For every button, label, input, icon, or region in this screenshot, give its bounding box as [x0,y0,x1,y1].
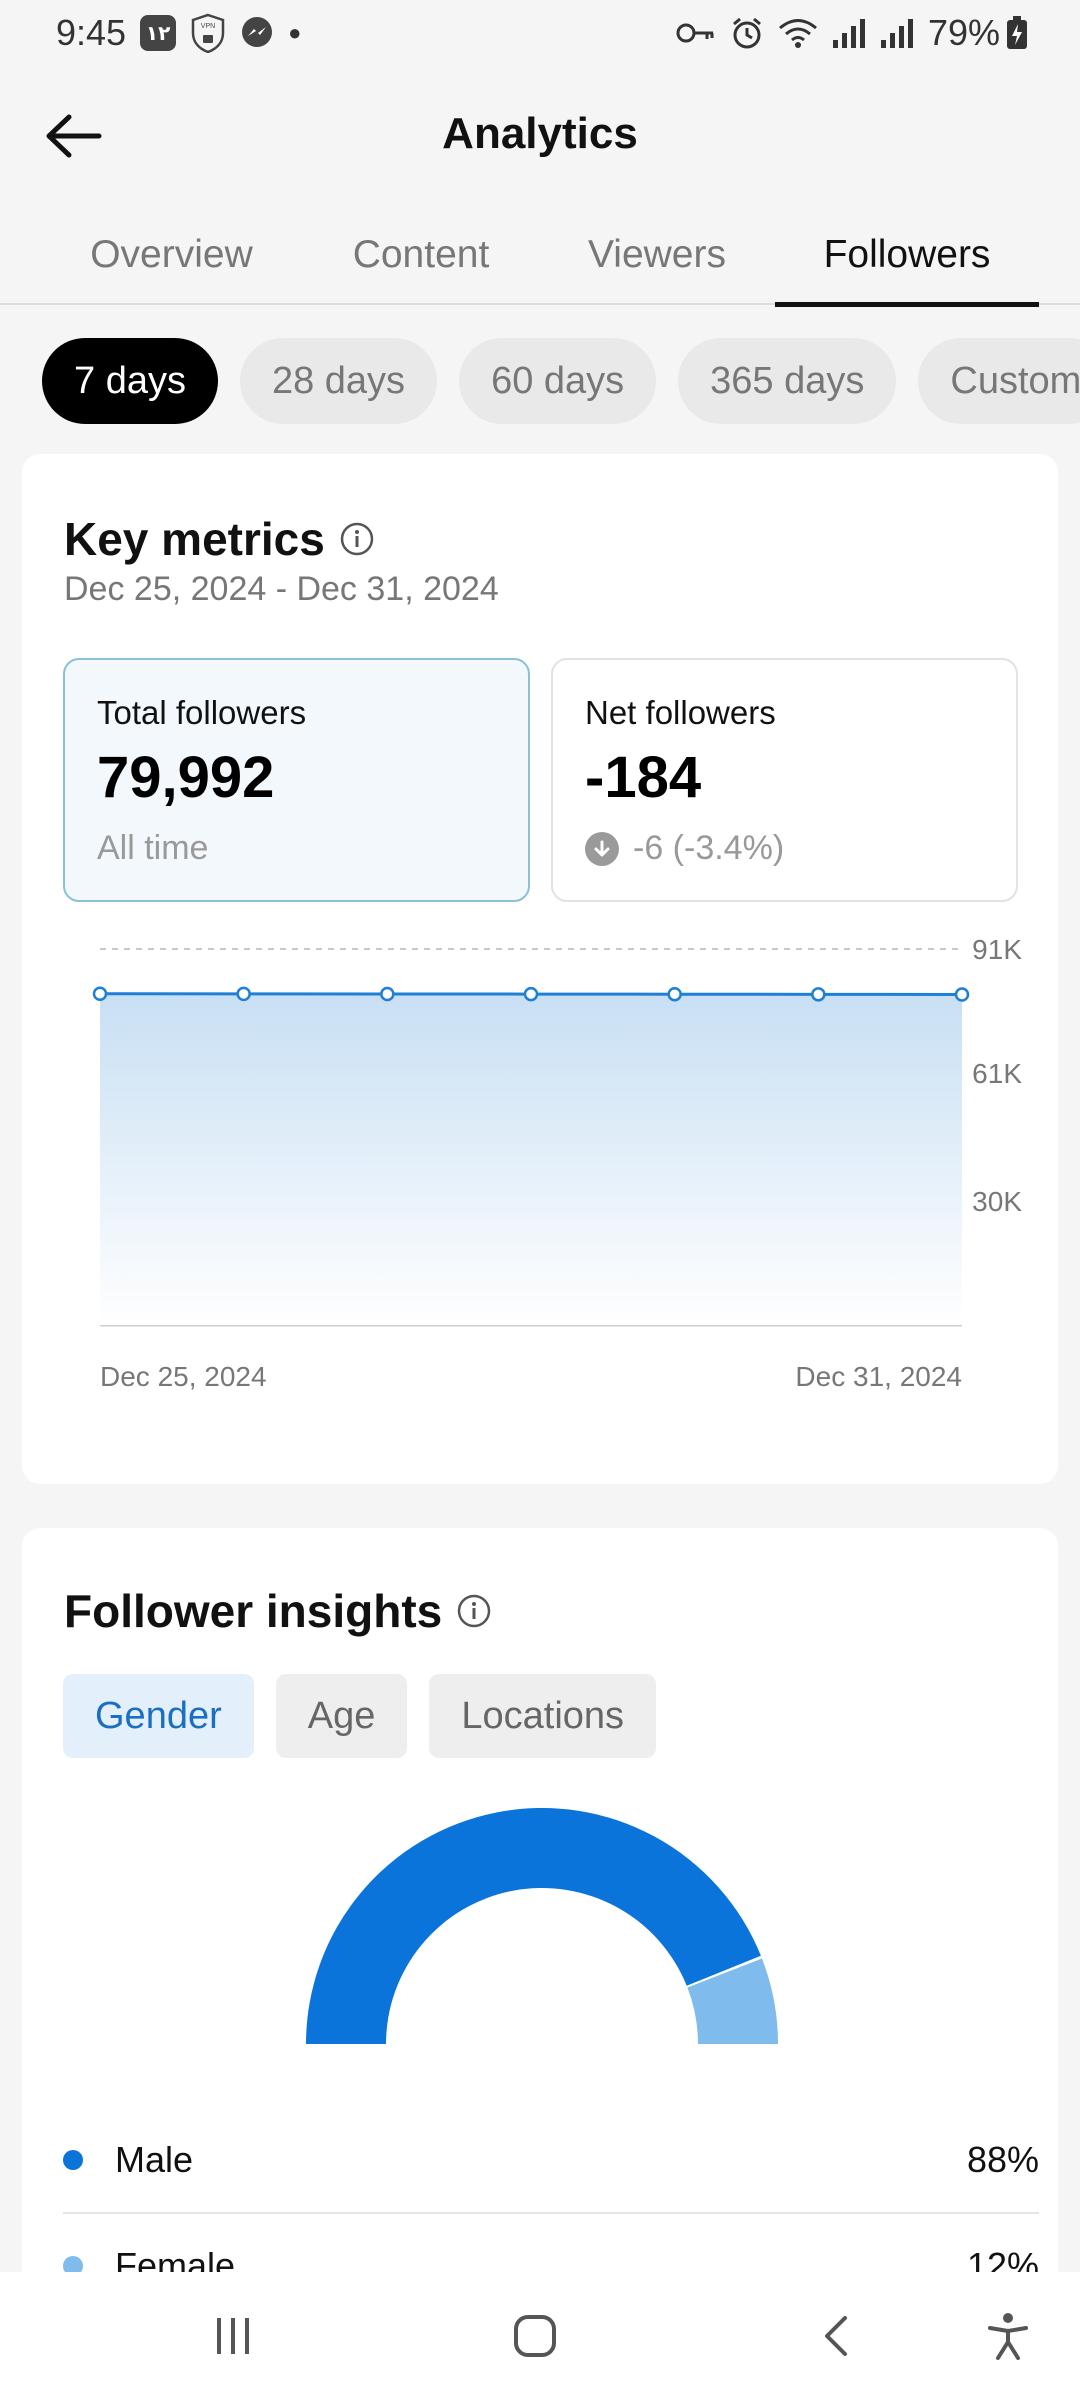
status-time: 9:45 [56,12,127,53]
legend-dot-male [63,2150,83,2170]
signal-icon-2 [880,19,913,48]
y-tick-label: 61K [972,1058,1022,1089]
more-notifications-dot: ● [288,20,302,45]
home-icon [514,2315,556,2357]
net-followers-change: -6 (-3.4%) [633,829,785,867]
legend-value-male: 88% [966,2139,1039,2180]
donut-slice-female[interactable] [687,1958,778,2044]
net-followers-change-row: -6 (-3.4%) [585,829,984,868]
accessibility-button[interactable] [978,2306,1038,2366]
arrow-down-circle-icon [585,831,619,866]
info-icon[interactable] [456,1593,492,1629]
data-point[interactable] [667,986,682,1002]
data-point[interactable] [380,986,395,1002]
legend-dot-female [63,2256,83,2276]
accessibility-icon [988,2313,1028,2360]
x-tick-label: Dec 25, 2024 [100,1361,267,1392]
tab-overview[interactable]: Overview [90,233,253,276]
data-point[interactable] [236,986,251,1002]
key-metrics-title: Key metrics [64,512,375,566]
tab-viewers[interactable]: Viewers [587,233,726,276]
system-back-button[interactable] [807,2306,867,2366]
y-tick-label: 91K [972,934,1022,965]
battery-indicator: 79% [928,12,1028,54]
insight-tab-age[interactable]: Age [275,1674,408,1758]
back-button[interactable] [42,104,106,168]
chip-7-days[interactable]: 7 days [42,338,218,424]
x-tick-label: Dec 31, 2024 [795,1361,962,1392]
page-title: Analytics [442,108,638,158]
total-followers-label: Total followers [97,694,307,731]
insight-tabs: Gender Age Locations [63,1674,657,1758]
net-followers-label: Net followers [585,694,776,731]
data-point[interactable] [811,987,826,1002]
chart-points [92,986,970,1002]
donut-slice-male[interactable] [306,1808,761,2044]
info-icon[interactable] [339,521,375,557]
net-followers-card[interactable]: Net followers -184 -6 (-3.4%) [551,658,1018,902]
area-fill [100,993,962,1325]
messenger-icon [242,17,273,47]
key-metrics-card: Key metrics Dec 25, 2024 - Dec 31, 2024 … [22,454,1058,1484]
legend-label-male: Male [115,2139,194,2180]
chip-60-days[interactable]: 60 days [459,338,657,424]
data-point[interactable] [954,987,970,1002]
status-bar: 9:45 ۱۲ VPN ● [0,0,1080,66]
data-point[interactable] [92,986,108,1001]
chip-365-days[interactable]: 365 days [678,338,897,424]
net-followers-value: -184 [585,745,702,810]
date-range-chips: 7 days 28 days 60 days 365 days Custom [42,338,1080,424]
total-followers-value: 79,992 [97,745,275,810]
back-icon [825,2316,847,2356]
followers-chart-svg: 91K 61K 30K Dec 25, 2024 Dec 31, 2024 [92,934,1022,1392]
date-range-label: Dec 25, 2024 - Dec 31, 2024 [64,570,499,608]
total-followers-card[interactable]: Total followers 79,992 All time [63,658,530,902]
status-left: 9:45 ۱۲ VPN ● [56,12,301,54]
key-icon [676,23,714,43]
total-followers-sub: All time [97,829,209,867]
signal-icon [832,19,865,48]
follower-insights-title-text: Follower insights [64,1585,443,1637]
chip-custom[interactable]: Custom [918,338,1080,424]
tab-followers[interactable]: Followers [775,205,1039,307]
recent-apps-icon [217,2318,249,2354]
home-button[interactable] [505,2306,565,2366]
svg-text:VPN: VPN [201,23,215,30]
analytics-tabs: Overview Content Viewers Followers [0,205,1080,307]
recent-apps-button[interactable] [203,2306,263,2366]
app-header: Analytics [0,66,1080,201]
vpn-shield-icon: VPN [191,13,225,53]
notification-badge: ۱۲ [140,15,177,51]
gender-donut-chart [306,1808,778,2044]
chip-28-days[interactable]: 28 days [239,338,438,424]
legend-divider [63,2212,1039,2214]
battery-percent: 79% [927,12,1000,53]
chart-area [99,992,963,1325]
chart-labels: 91K 61K 30K Dec 25, 2024 Dec 31, 2024 [100,934,1022,1392]
legend-row-male: Male 88% [63,2110,1039,2210]
follower-insights-title: Follower insights [64,1584,492,1638]
system-nav-bar [0,2272,1080,2400]
status-right: 79% [676,12,1028,54]
insight-tab-gender[interactable]: Gender [63,1674,254,1758]
key-metrics-title-text: Key metrics [64,513,325,565]
tab-content[interactable]: Content [352,233,490,276]
wifi-icon [778,19,817,48]
arrow-left-icon [46,114,102,158]
data-point[interactable] [523,986,539,1002]
followers-chart: 91K 61K 30K Dec 25, 2024 Dec 31, 2024 [64,924,1024,1404]
alarm-icon [732,17,761,49]
insight-tab-locations[interactable]: Locations [429,1674,657,1758]
battery-icon [1007,16,1027,49]
y-tick-label: 30K [972,1186,1022,1217]
follower-insights-card: Follower insights Gender Age Locations M… [22,1528,1058,2400]
